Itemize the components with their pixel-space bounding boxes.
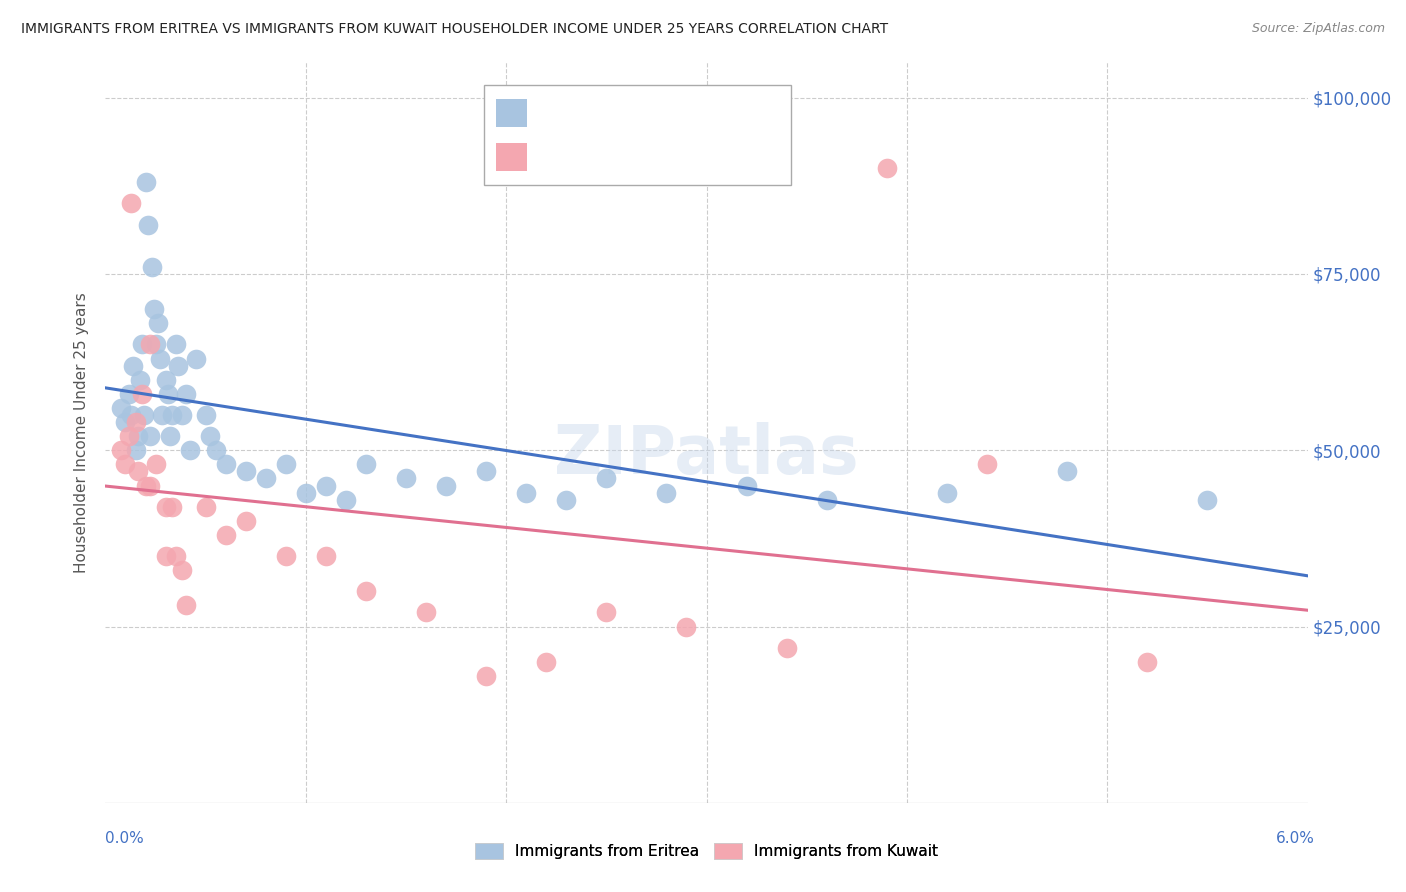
- Point: [184, 351, 207, 366]
- Point: [204, 443, 226, 458]
- Point: [235, 464, 257, 478]
- Point: [595, 471, 617, 485]
- Point: [274, 458, 297, 472]
- Point: [595, 606, 617, 620]
- Point: [235, 514, 257, 528]
- Text: 6.0%: 6.0%: [1275, 831, 1315, 846]
- Point: [475, 669, 498, 683]
- Point: [815, 492, 838, 507]
- Point: [165, 337, 187, 351]
- Point: [354, 458, 377, 472]
- Point: [160, 408, 183, 422]
- Point: [976, 458, 998, 472]
- Point: [159, 429, 181, 443]
- Point: [335, 492, 357, 507]
- Point: [198, 429, 221, 443]
- Point: [315, 549, 337, 563]
- Point: [295, 485, 318, 500]
- Point: [166, 359, 188, 373]
- Point: [214, 458, 236, 472]
- Point: [655, 485, 678, 500]
- Point: [170, 408, 193, 422]
- Point: [124, 415, 146, 429]
- Point: [122, 359, 145, 373]
- Point: [156, 387, 179, 401]
- Point: [1136, 655, 1159, 669]
- Point: [131, 337, 153, 351]
- Point: [142, 302, 165, 317]
- Point: [141, 260, 163, 274]
- Point: [146, 316, 169, 330]
- Point: [776, 640, 799, 655]
- Point: [174, 387, 197, 401]
- Point: [274, 549, 297, 563]
- Point: [131, 387, 153, 401]
- Point: [160, 500, 183, 514]
- Point: [148, 351, 170, 366]
- Point: [936, 485, 959, 500]
- Point: [127, 429, 149, 443]
- Point: [118, 429, 141, 443]
- Point: [135, 478, 157, 492]
- Point: [155, 373, 177, 387]
- Point: [118, 387, 141, 401]
- Point: [121, 196, 143, 211]
- Point: [145, 337, 167, 351]
- Point: [155, 549, 177, 563]
- Point: [170, 563, 193, 577]
- Point: [135, 175, 157, 189]
- Point: [1056, 464, 1078, 478]
- Text: ZIPatlas: ZIPatlas: [554, 422, 859, 488]
- Point: [132, 408, 155, 422]
- Point: [434, 478, 457, 492]
- Point: [254, 471, 277, 485]
- Point: [145, 458, 167, 472]
- Text: 0.0%: 0.0%: [105, 831, 145, 846]
- Text: IMMIGRANTS FROM ERITREA VS IMMIGRANTS FROM KUWAIT HOUSEHOLDER INCOME UNDER 25 YE: IMMIGRANTS FROM ERITREA VS IMMIGRANTS FR…: [21, 22, 889, 37]
- Point: [179, 443, 201, 458]
- Point: [155, 500, 177, 514]
- Point: [675, 619, 697, 633]
- Point: [536, 655, 558, 669]
- Legend: Immigrants from Eritrea, Immigrants from Kuwait: Immigrants from Eritrea, Immigrants from…: [470, 838, 943, 865]
- Text: Source: ZipAtlas.com: Source: ZipAtlas.com: [1251, 22, 1385, 36]
- Point: [121, 408, 143, 422]
- Point: [174, 599, 197, 613]
- Point: [735, 478, 758, 492]
- Point: [354, 584, 377, 599]
- Point: [124, 443, 146, 458]
- Point: [475, 464, 498, 478]
- Point: [114, 415, 136, 429]
- Point: [194, 500, 217, 514]
- Point: [136, 218, 159, 232]
- Point: [127, 464, 149, 478]
- Point: [110, 401, 132, 415]
- Point: [555, 492, 578, 507]
- Point: [138, 337, 160, 351]
- Point: [138, 478, 160, 492]
- Point: [395, 471, 418, 485]
- Point: [165, 549, 187, 563]
- Point: [138, 429, 160, 443]
- Point: [515, 485, 537, 500]
- Point: [214, 528, 236, 542]
- Y-axis label: Householder Income Under 25 years: Householder Income Under 25 years: [75, 293, 90, 573]
- Point: [415, 606, 437, 620]
- Point: [114, 458, 136, 472]
- Point: [194, 408, 217, 422]
- Point: [1197, 492, 1219, 507]
- Point: [128, 373, 150, 387]
- Point: [876, 161, 898, 176]
- Point: [315, 478, 337, 492]
- Point: [150, 408, 173, 422]
- Point: [110, 443, 132, 458]
